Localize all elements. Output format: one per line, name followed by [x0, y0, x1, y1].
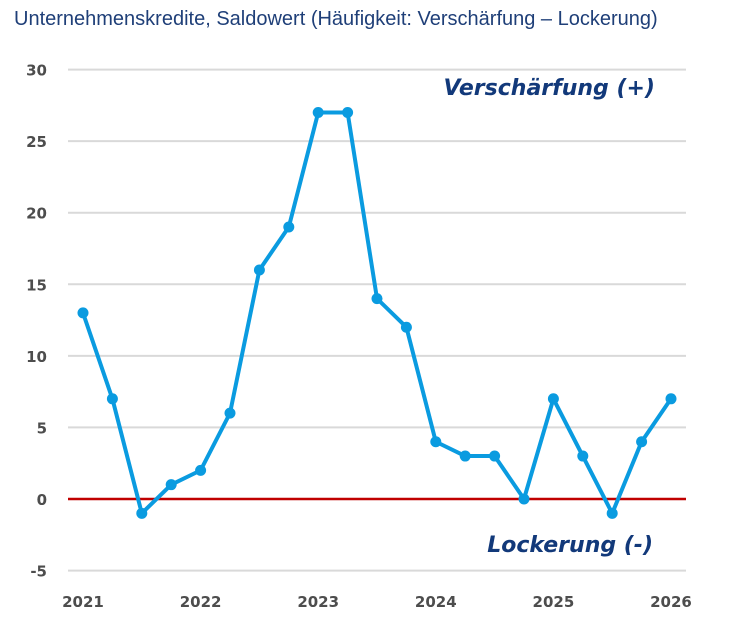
data-point [489, 450, 501, 462]
data-point [195, 464, 207, 476]
y-tick-label: 0 [37, 491, 47, 509]
data-point [342, 107, 354, 119]
x-tick-label: 2025 [533, 593, 575, 611]
x-tick-label: 2022 [180, 593, 222, 611]
y-tick-label: 20 [26, 205, 47, 223]
data-point [665, 393, 677, 405]
y-tick-label: 5 [37, 419, 47, 437]
y-tick-label: 15 [26, 276, 47, 294]
data-point [606, 507, 618, 519]
data-point [459, 450, 471, 462]
annotation-easing: Lockerung (-) [487, 533, 653, 558]
data-point [224, 407, 236, 419]
x-tick-label: 2021 [62, 593, 104, 611]
data-point [136, 507, 148, 519]
data-point [253, 264, 265, 276]
chart-title: Unternehmenskredite, Saldowert (Häufigke… [14, 8, 658, 30]
y-tick-label: 25 [26, 133, 47, 151]
data-point [547, 393, 559, 405]
data-point [283, 221, 295, 233]
data-point [312, 107, 324, 119]
data-point [430, 436, 442, 448]
y-tick-label: 30 [26, 62, 47, 80]
data-point [518, 493, 530, 505]
data-point [106, 393, 118, 405]
data-point [400, 321, 412, 333]
x-tick-label: 2024 [415, 593, 457, 611]
y-tick-label: -5 [30, 563, 47, 581]
data-point [636, 436, 648, 448]
data-point [77, 307, 89, 319]
y-tick-label: 10 [26, 348, 47, 366]
data-point [577, 450, 589, 462]
x-tick-label: 2023 [297, 593, 339, 611]
annotation-tightening: Verschärfung (+) [443, 76, 655, 101]
x-tick-label: 2026 [650, 593, 692, 611]
data-point [165, 479, 177, 491]
data-point [371, 293, 383, 305]
